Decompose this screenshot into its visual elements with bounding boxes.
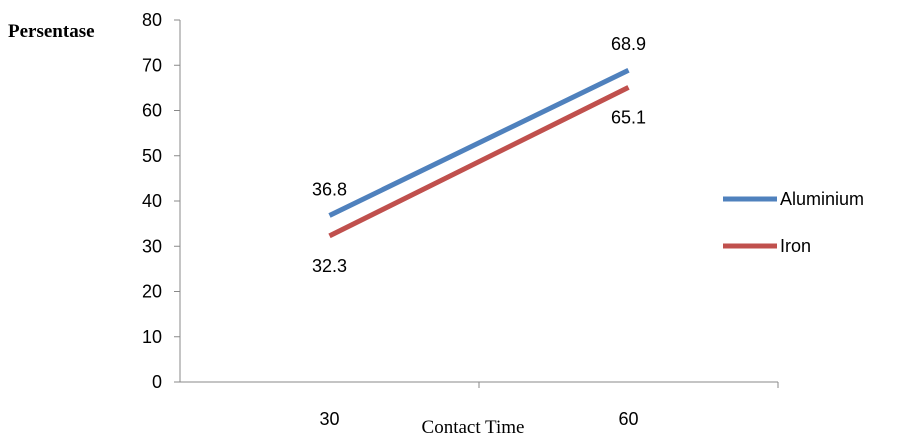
x-axis-ticks: 30 60 <box>319 382 779 429</box>
data-label-iron: 65.1 <box>611 107 646 127</box>
data-label-aluminium: 36.8 <box>312 179 347 199</box>
axes <box>179 20 778 383</box>
y-tick-label: 40 <box>142 191 162 211</box>
y-tick-label: 70 <box>142 55 162 75</box>
x-tick-label: 60 <box>618 409 638 429</box>
legend-label-iron: Iron <box>780 236 811 256</box>
data-label-aluminium: 68.9 <box>611 34 646 54</box>
y-tick-label: 30 <box>142 236 162 256</box>
y-axis-title: Persentase <box>8 21 95 42</box>
y-tick-label: 0 <box>152 372 162 392</box>
y-tick-label: 10 <box>142 327 162 347</box>
x-axis-title: Contact Time <box>422 417 525 437</box>
data-labels: 36.8 68.9 32.3 65.1 <box>312 34 646 276</box>
legend: Aluminium Iron <box>723 189 864 256</box>
data-label-iron: 32.3 <box>312 256 347 276</box>
series-line-aluminium <box>328 67 630 218</box>
series-line-iron <box>328 85 630 239</box>
y-tick-label: 80 <box>142 10 162 30</box>
x-tick-label: 30 <box>319 409 339 429</box>
series-lines <box>328 67 630 239</box>
y-tick-label: 20 <box>142 282 162 302</box>
y-axis-ticks: 0 10 20 30 40 50 60 70 80 <box>142 10 180 392</box>
y-tick-label: 60 <box>142 101 162 121</box>
y-tick-label: 50 <box>142 146 162 166</box>
legend-label-aluminium: Aluminium <box>780 189 864 209</box>
